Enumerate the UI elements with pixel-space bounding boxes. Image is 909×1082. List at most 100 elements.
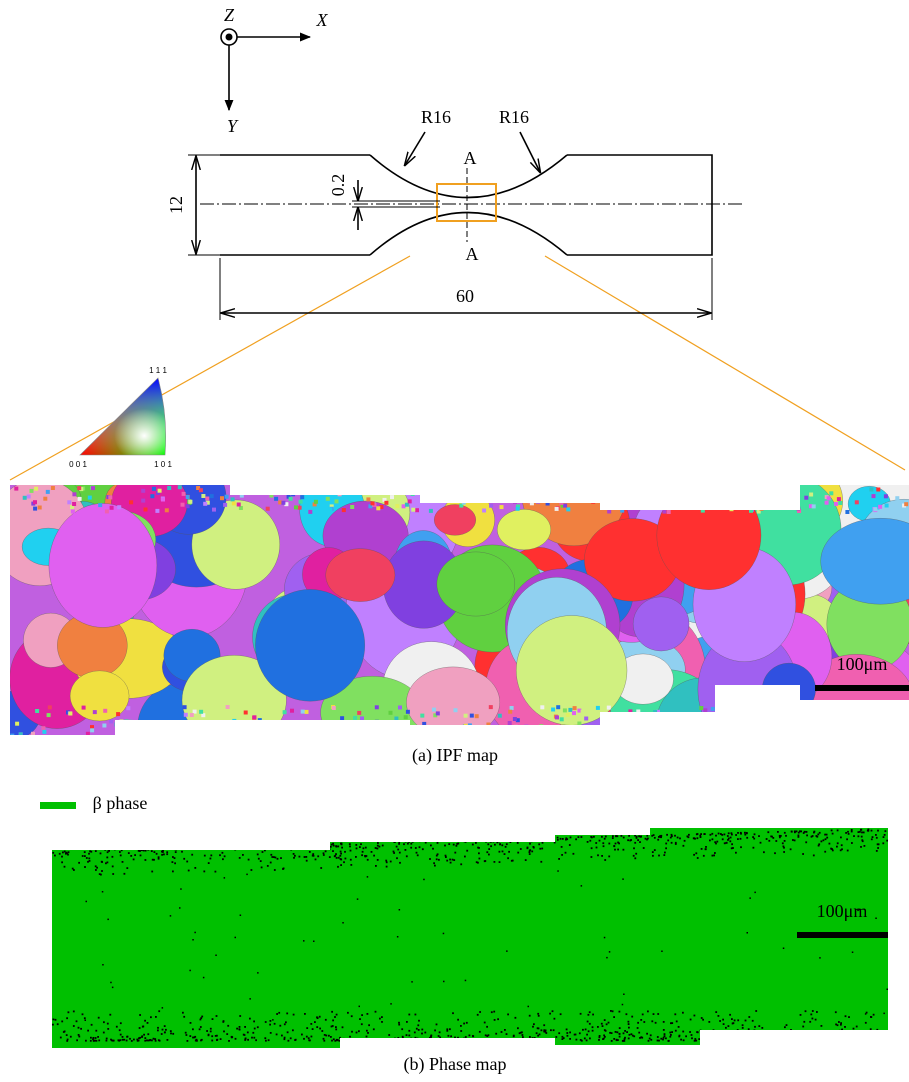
texture [665,843,667,845]
texture [38,506,42,510]
texture [746,1038,748,1040]
texture [425,1040,427,1042]
texture [484,1022,486,1024]
texture [325,1019,327,1021]
texture [662,510,666,514]
texture [647,1011,649,1013]
texture [254,1028,256,1030]
texture [698,1038,700,1040]
texture [812,1034,814,1036]
texture [694,498,698,502]
texture [529,840,531,842]
texture [522,1040,524,1042]
texture [853,722,857,726]
texture [249,731,253,735]
texture [522,1034,524,1036]
texture [304,856,306,858]
texture [169,734,173,738]
texture [658,1040,660,1042]
texture [147,1022,149,1024]
texture [424,1032,426,1034]
texture [165,1029,167,1031]
texture [332,1020,334,1022]
texture [339,1037,341,1039]
texture [232,501,236,505]
texture [144,1020,146,1022]
texture [93,1037,95,1039]
texture [813,855,815,857]
texture [118,1039,120,1041]
texture [670,837,672,839]
texture [103,1032,105,1034]
texture [141,499,145,503]
texture [265,1021,267,1023]
texture [189,1035,191,1037]
texture [885,504,889,508]
ipf-key-label: 1 1 1 [149,366,167,375]
texture [607,706,611,710]
texture [138,850,140,852]
texture [436,858,438,860]
texture [769,710,773,714]
texture [340,853,342,855]
texture [150,1016,152,1018]
texture [472,1039,474,1041]
texture [820,1039,822,1041]
texture [460,1030,462,1032]
texture [385,860,387,862]
texture [142,1026,144,1028]
texture [406,1021,408,1023]
texture [667,840,669,842]
texture [186,495,190,499]
texture [847,1036,849,1038]
texture [763,1039,765,1041]
texture [488,854,490,856]
texture [430,840,432,842]
texture [479,1011,481,1013]
texture [607,510,611,514]
texture [356,848,358,850]
texture [589,732,593,736]
texture [747,707,751,711]
texture [506,950,508,952]
texture [602,842,604,844]
texture [748,502,752,506]
texture [237,846,239,848]
texture [61,1021,63,1023]
texture [529,850,531,852]
texture [76,1039,78,1041]
texture [76,1020,78,1022]
texture [315,843,317,845]
texture [845,710,849,714]
texture [399,862,401,864]
scale-bar-label: 100μm [817,901,868,921]
texture [851,1038,853,1040]
texture [203,871,205,873]
texture [107,1023,109,1025]
texture [713,504,717,508]
texture [559,501,563,505]
texture [851,831,853,833]
texture [174,857,176,859]
texture [336,1039,338,1041]
texture [479,858,481,860]
texture [308,1037,310,1039]
texture [62,852,64,854]
texture [798,1035,800,1037]
texture [871,838,873,840]
texture [411,492,415,496]
texture [280,857,282,859]
texture [504,853,506,855]
texture [876,850,878,852]
texture [386,1038,388,1040]
texture [848,730,852,734]
texture [99,873,101,875]
texture [694,1038,696,1040]
texture [494,861,496,863]
texture [63,1031,65,1033]
ipf-key-label: 1 0 1 [154,460,172,469]
texture [284,1023,286,1025]
texture [864,845,866,847]
texture [145,859,147,861]
texture [401,1028,403,1030]
